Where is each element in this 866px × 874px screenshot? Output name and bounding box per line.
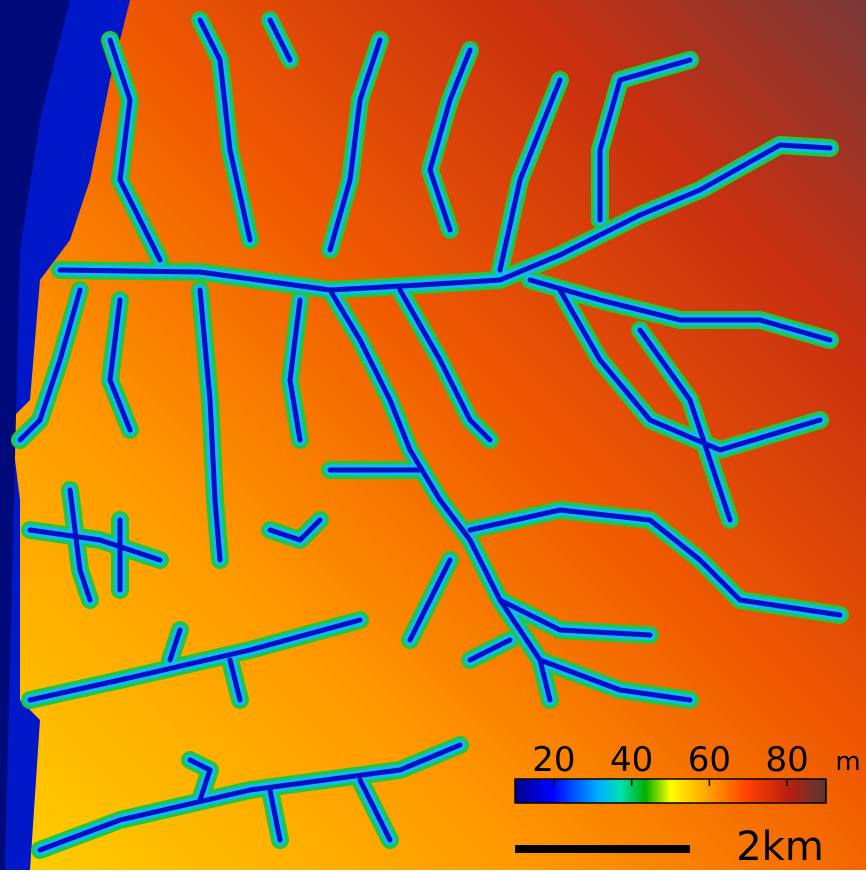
legend-tick-label: 20 [532,740,575,780]
legend-tick-label: 80 [765,740,808,780]
unit-label: m [835,747,860,777]
coast-lowland [0,0,130,870]
legend-tick-label: 40 [610,740,653,780]
legend-tick-label: 60 [688,740,731,780]
legend: m 20 40 60 80 [514,740,861,804]
sea [0,0,70,870]
scale-label: 2km [736,824,824,870]
colorbar [514,778,827,804]
